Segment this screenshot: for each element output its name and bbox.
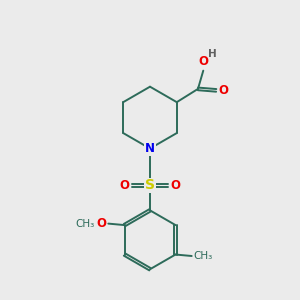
Text: O: O	[171, 179, 181, 192]
Text: O: O	[97, 217, 106, 230]
Text: S: S	[145, 178, 155, 192]
Text: O: O	[218, 84, 228, 97]
Text: CH₃: CH₃	[75, 219, 94, 229]
Text: N: N	[145, 142, 155, 155]
Text: O: O	[198, 55, 208, 68]
Text: O: O	[119, 179, 129, 192]
Text: H: H	[208, 50, 217, 59]
Text: CH₃: CH₃	[194, 251, 213, 261]
